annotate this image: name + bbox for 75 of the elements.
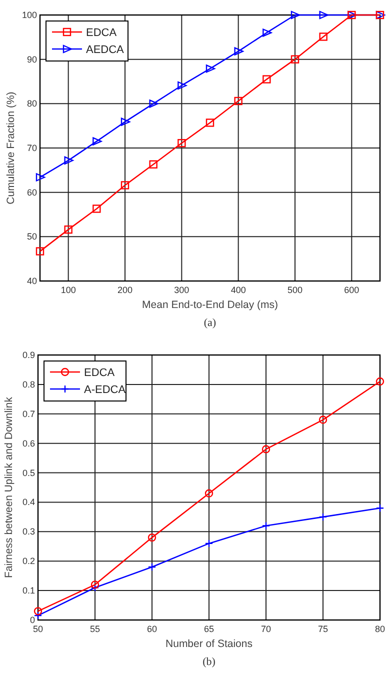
x-tick-label: 600 [344,285,360,295]
point [149,160,158,169]
x-axis-title: Number of Staions [166,638,252,650]
point [178,139,186,148]
y-tick-label: 0.9 [22,350,35,360]
point [262,522,270,530]
legend-label: EDCA [84,367,116,379]
point [178,81,187,90]
y-axis-title: Cumulative Fraction (%) [5,92,17,204]
point [319,32,328,41]
y-tick-label: 40 [26,276,37,286]
point [262,75,271,84]
y-tick-label: 50 [26,232,37,242]
y-tick-label: 0 [30,615,35,625]
point [262,28,272,37]
point [92,204,101,213]
x-tick-label: 100 [60,285,76,295]
y-tick-label: 0.6 [22,438,35,448]
legend-label: EDCA [86,27,118,39]
x-tick-label: 75 [318,624,328,634]
y-tick-label: 0.4 [22,497,35,508]
point [120,181,130,190]
point [290,10,300,20]
x-tick-label: 70 [260,624,272,634]
point [148,533,156,542]
x-tick-label: 300 [174,285,190,295]
point [36,173,46,182]
y-tick-label: 0.3 [22,526,35,537]
legend-label: A-EDCA [84,384,126,396]
x-tick-label: 500 [287,285,303,295]
y-tick-label: 0.8 [22,379,35,390]
point [120,118,130,126]
point [234,96,242,106]
text: (a) [204,317,216,329]
point [36,247,44,256]
y-axis-title: Fairness between Uplink and Downlink [3,396,15,578]
point [318,512,328,522]
y-tick-label: 60 [26,187,37,198]
text: (b) [202,656,216,668]
x-tick-label: 400 [230,285,246,295]
point [262,445,270,454]
point [376,377,384,386]
point [64,225,72,234]
y-tick-label: 0.5 [22,468,35,478]
point [204,539,214,548]
x-tick-label: 80 [374,624,386,634]
point [290,55,300,64]
y-tick-label: 80 [26,98,37,109]
y-tick-label: 0.7 [22,408,35,419]
legend-label: AEDCA [86,44,125,56]
point [206,118,214,127]
y-tick-label: 100 [22,10,37,20]
point [90,584,100,592]
x-tick-label: 200 [117,285,133,295]
point [318,416,328,424]
point [149,100,158,108]
point [148,562,156,572]
point [34,607,42,616]
point [376,504,384,512]
y-tick-label: 0.2 [22,556,35,566]
y-tick-label: 90 [26,54,37,64]
point [234,47,244,56]
x-tick-label: 60 [146,624,158,634]
point [64,156,74,165]
point [319,10,328,20]
point [34,611,42,620]
point [90,580,100,589]
x-tick-label: 55 [90,624,100,634]
y-tick-label: 70 [26,143,37,153]
point [206,64,216,73]
point [204,489,214,498]
x-axis-title: Mean End-to-End Delay (ms) [142,299,278,311]
point [92,137,102,146]
y-tick-label: 0.1 [22,586,35,596]
x-tick-label: 65 [204,624,214,634]
